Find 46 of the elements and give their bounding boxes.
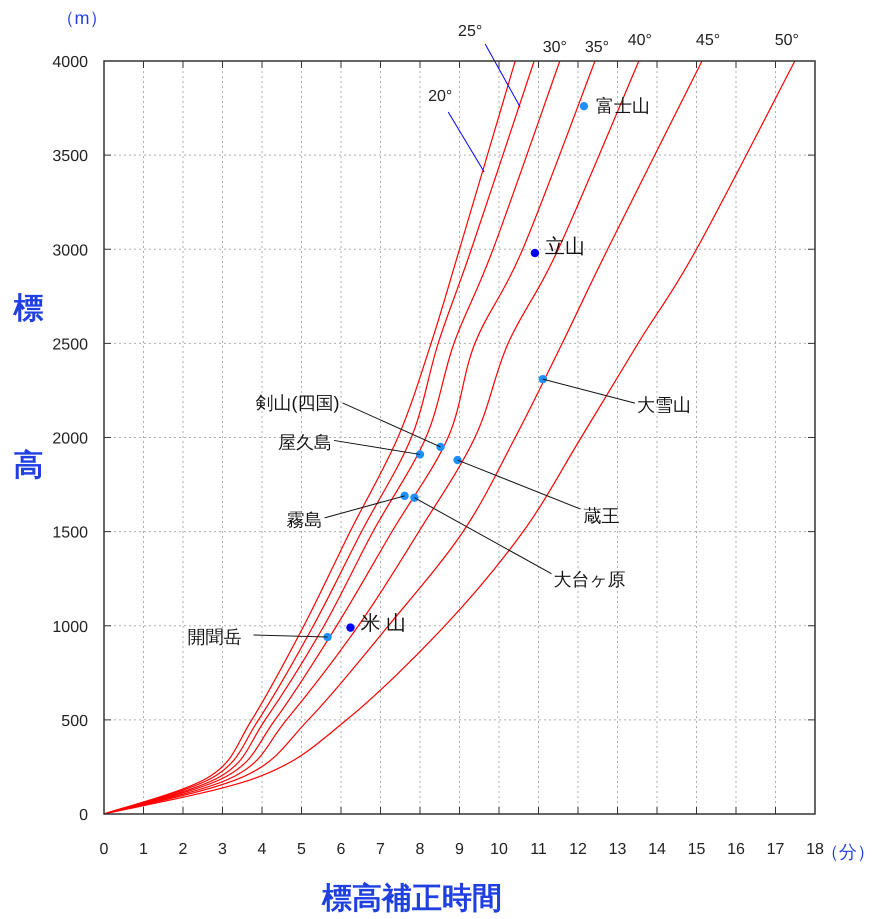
y-tick-label: 3000 [52,242,88,260]
x-tick-label: 15 [688,841,706,858]
y-tick-label: 500 [61,712,88,730]
annotation: 開聞岳 [188,627,242,648]
annotation: 蔵王 [584,506,620,526]
x-tick-label: 14 [648,841,666,858]
x-axis-title: 標高補正時間 [321,881,502,915]
text: 25° [458,23,482,40]
x-tick-label: 7 [376,841,386,858]
y-tick-label: 4000 [52,54,88,71]
annotation: 霧島 [286,510,323,530]
x-tick-label: 16 [727,841,745,858]
x-tick-label: 10 [490,841,508,858]
x-tick-label: 8 [416,841,425,858]
x-tick-label: 1 [139,841,148,858]
x-tick-label: 3 [218,841,228,858]
x-tick-label: 12 [569,841,587,858]
y-tick-label: 3500 [52,148,88,166]
x-tick-label: 2 [178,841,188,858]
y-tick-label: 2500 [52,336,88,354]
series-label: 50° [774,32,799,49]
annotation: 剣山(四国) [256,392,340,413]
annotation: 屋久島 [278,432,332,452]
x-tick-label: 18 [806,841,824,858]
x-tick-label: 9 [455,841,464,858]
text: （m） [56,8,108,28]
y-tick-label: 0 [79,807,88,824]
x-tick-label: 13 [608,841,626,858]
x-tick-label: 11 [530,841,547,858]
series-label: 30° [542,39,567,56]
x-tick-label: 6 [336,841,346,858]
series-label: 35° [584,39,610,56]
annotation: 大台ヶ原 [553,570,626,590]
x-tick-label: 5 [297,841,306,858]
annotation: 大雪山 [636,395,691,416]
y-tick-label: 1500 [52,524,88,542]
series-label: 45° [696,32,720,49]
y-axis-title: 標高 [12,268,44,578]
y-tick-label: 2000 [52,430,88,448]
series-label: 40° [628,32,652,49]
x-tick-label: 0 [100,841,109,858]
x-tick-label: 17 [766,841,784,858]
annotation: 米 山 [360,612,406,635]
y-tick-label: 1000 [52,618,88,636]
x-tick-label: 4 [258,841,267,858]
text: 20° [428,88,452,105]
